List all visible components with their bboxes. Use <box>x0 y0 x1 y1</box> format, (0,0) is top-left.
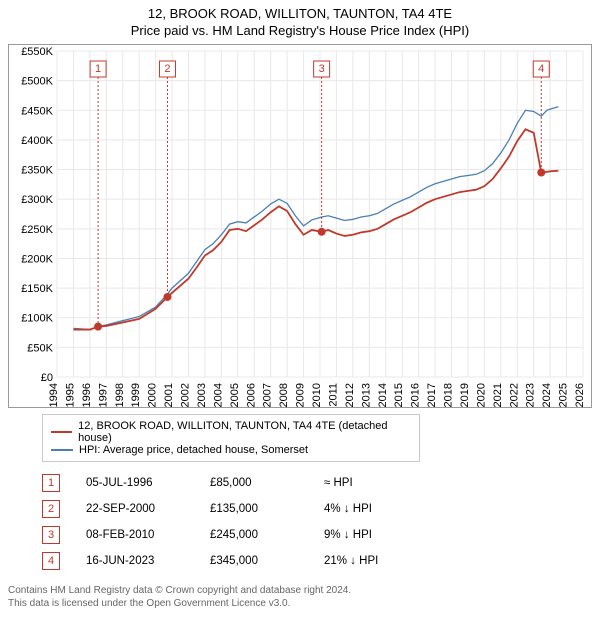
tx-price: £245,000 <box>210 522 324 548</box>
price-chart: £0 £50K £100K £150K £200K £250K £300K £350K £400… <box>8 44 592 408</box>
x-tick-label: 2013 <box>360 383 372 407</box>
marker-point-3 <box>318 228 326 236</box>
title-block: 12, BROOK ROAD, WILLITON, TAUNTON, TA4 4… <box>0 0 600 40</box>
x-tick-label: 2004 <box>212 383 224 407</box>
x-tick-label: 1999 <box>130 383 142 407</box>
legend-label: HPI: Average price, detached house, Some… <box>79 444 308 456</box>
x-tick-label: 2003 <box>196 383 208 407</box>
x-tick-label: 2009 <box>295 383 307 407</box>
marker-point-2 <box>163 293 171 301</box>
x-tick-label: 2008 <box>278 383 290 407</box>
y-tick-label: £0 <box>41 372 53 384</box>
y-tick-label: £400K <box>21 135 53 147</box>
x-tick-label: 2002 <box>180 383 192 407</box>
x-tick-label: 2006 <box>245 383 257 407</box>
x-tick-label: 2018 <box>443 383 455 407</box>
tx-date: 08-FEB-2010 <box>86 522 210 548</box>
x-tick-label: 1996 <box>81 383 93 407</box>
legend-swatch <box>51 431 72 433</box>
x-tick-label: 2010 <box>311 383 323 407</box>
x-tick-label: 2022 <box>508 383 520 407</box>
tx-id-box: 4 <box>42 552 60 570</box>
x-tick-label: 2012 <box>344 383 356 407</box>
x-tick-label: 2019 <box>459 383 471 407</box>
tx-price: £135,000 <box>210 496 324 522</box>
page: 12, BROOK ROAD, WILLITON, TAUNTON, TA4 4… <box>0 0 600 618</box>
marker-label-1: 1 <box>95 63 101 75</box>
x-tick-label: 2014 <box>377 383 389 407</box>
y-tick-label: £350K <box>21 165 53 177</box>
tx-date: 16-JUN-2023 <box>86 548 210 574</box>
table-row: 1 05-JUL-1996£85,000≈ HPI <box>42 470 392 496</box>
tx-date: 05-JUL-1996 <box>86 470 210 496</box>
y-tick-label: £100K <box>21 313 53 325</box>
title-line-1: 12, BROOK ROAD, WILLITON, TAUNTON, TA4 4… <box>8 6 592 21</box>
x-tick-label: 2015 <box>393 383 405 407</box>
y-tick-label: £300K <box>21 194 53 206</box>
footer: Contains HM Land Registry data © Crown c… <box>8 584 600 618</box>
legend: 12, BROOK ROAD, WILLITON, TAUNTON, TA4 4… <box>42 414 420 462</box>
y-tick-label: £250K <box>21 224 53 236</box>
y-tick-label: £450K <box>21 105 53 117</box>
x-tick-label: 2020 <box>475 383 487 407</box>
footer-line-2: This data is licensed under the Open Gov… <box>8 597 600 610</box>
marker-label-3: 3 <box>319 63 325 75</box>
marker-label-4: 4 <box>538 63 544 75</box>
tx-vs-hpi: ≈ HPI <box>324 470 392 496</box>
x-tick-label: 2023 <box>525 383 537 407</box>
x-tick-label: 2000 <box>147 383 159 407</box>
title-line-2: Price paid vs. HM Land Registry's House … <box>8 23 592 38</box>
marker-point-1 <box>94 323 102 331</box>
transactions-table: 1 05-JUL-1996£85,000≈ HPI 2 22-SEP-2000£135… <box>42 470 392 574</box>
x-tick-label: 1997 <box>97 383 109 407</box>
x-tick-label: 2001 <box>163 383 175 407</box>
tx-vs-hpi: 4% ↓ HPI <box>324 496 392 522</box>
legend-item: HPI: Average price, detached house, Some… <box>51 444 411 456</box>
tx-id-box: 2 <box>42 500 60 518</box>
x-tick-label: 2025 <box>558 383 570 407</box>
table-row: 3 08-FEB-2010£245,0009% ↓ HPI <box>42 522 392 548</box>
y-tick-label: £200K <box>21 253 53 265</box>
x-tick-label: 2017 <box>426 383 438 407</box>
x-tick-label: 1994 <box>48 383 60 407</box>
x-tick-label: 1998 <box>114 383 126 407</box>
x-tick-label: 2007 <box>262 383 274 407</box>
tx-id-box: 3 <box>42 526 60 544</box>
tx-vs-hpi: 21% ↓ HPI <box>324 548 392 574</box>
table-row: 4 16-JUN-2023£345,00021% ↓ HPI <box>42 548 392 574</box>
tx-date: 22-SEP-2000 <box>86 496 210 522</box>
tx-price: £345,000 <box>210 548 324 574</box>
legend-swatch <box>51 449 73 450</box>
x-tick-label: 2026 <box>574 383 586 407</box>
y-tick-label: £50K <box>27 342 53 354</box>
x-tick-label: 2011 <box>327 383 339 407</box>
tx-vs-hpi: 9% ↓ HPI <box>324 522 392 548</box>
tx-price: £85,000 <box>210 470 324 496</box>
marker-label-2: 2 <box>164 63 170 75</box>
x-tick-label: 1995 <box>64 383 76 407</box>
x-tick-label: 2005 <box>229 383 241 407</box>
series-paid <box>73 129 558 329</box>
tx-id-box: 1 <box>42 474 60 492</box>
marker-point-4 <box>537 169 545 177</box>
y-tick-label: £550K <box>21 46 53 58</box>
x-tick-label: 2024 <box>541 383 553 407</box>
chart-svg: £0 £50K £100K £150K £200K £250K £300K £350K £400… <box>9 45 591 407</box>
legend-label: 12, BROOK ROAD, WILLITON, TAUNTON, TA4 4… <box>78 420 411 444</box>
y-tick-label: £500K <box>21 76 53 88</box>
y-tick-label: £150K <box>21 283 53 295</box>
legend-item: 12, BROOK ROAD, WILLITON, TAUNTON, TA4 4… <box>51 420 411 444</box>
table-row: 2 22-SEP-2000£135,0004% ↓ HPI <box>42 496 392 522</box>
x-tick-label: 2016 <box>410 383 422 407</box>
footer-line-1: Contains HM Land Registry data © Crown c… <box>8 584 600 597</box>
x-tick-label: 2021 <box>492 383 504 407</box>
